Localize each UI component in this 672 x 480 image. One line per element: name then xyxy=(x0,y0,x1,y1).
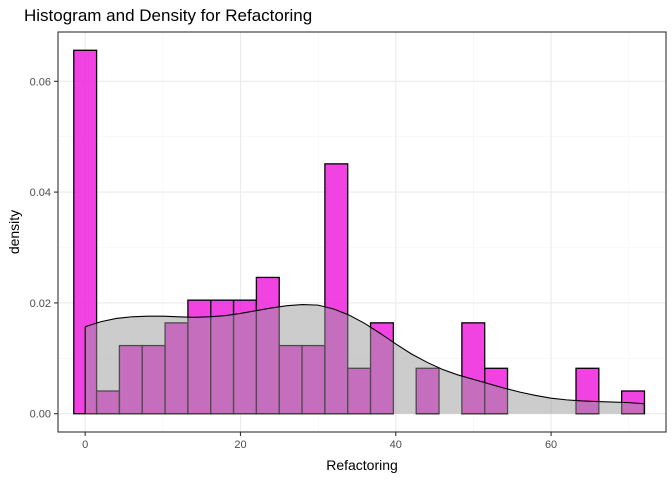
density-area xyxy=(85,304,645,414)
x-tick-label: 60 xyxy=(545,439,557,451)
y-tick-label: 0.00 xyxy=(30,409,51,421)
x-tick-label: 20 xyxy=(234,439,246,451)
plot-panel-border xyxy=(57,31,667,433)
x-tick-label: 40 xyxy=(390,439,402,451)
histogram-bar xyxy=(73,49,98,415)
y-axis-title: density xyxy=(6,210,22,254)
x-axis-title: Refactoring xyxy=(326,457,398,473)
chart-title: Histogram and Density for Refactoring xyxy=(24,6,312,25)
x-axis: 0 20 40 60 xyxy=(82,432,557,451)
density-curve xyxy=(85,304,645,405)
x-tick-label: 0 xyxy=(82,439,88,451)
y-tick-label: 0.02 xyxy=(30,298,51,310)
density-curve-group xyxy=(84,304,645,414)
y-tick-label: 0.06 xyxy=(30,76,51,88)
y-tick-label: 0.04 xyxy=(30,187,51,199)
y-axis: 0.00 0.02 0.04 0.06 xyxy=(30,76,58,421)
